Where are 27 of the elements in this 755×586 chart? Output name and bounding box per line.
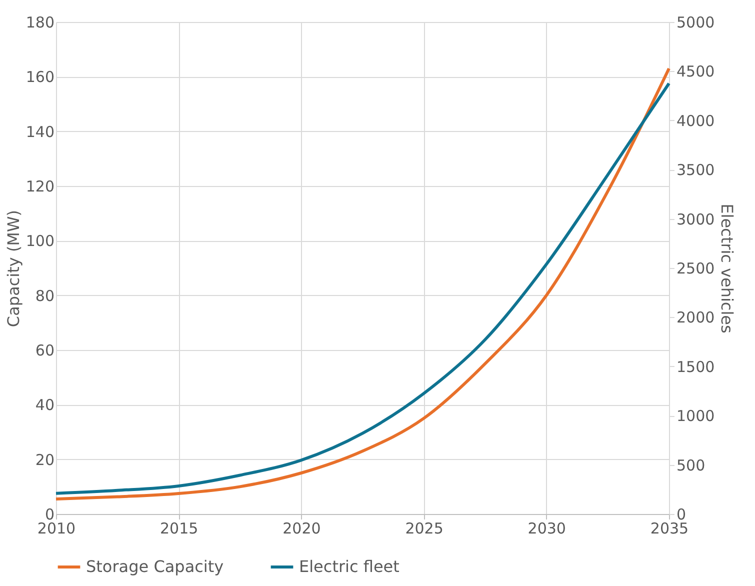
- y-tick-label: 60: [35, 342, 54, 360]
- y2-tick-label: 2500: [676, 260, 715, 278]
- x-tick-label: 2025: [405, 520, 444, 538]
- y-tick-label: 80: [35, 286, 54, 305]
- y2-tick-label: 4500: [676, 62, 715, 81]
- legend-label: Storage Capacity: [86, 557, 224, 576]
- y2-tick-label: 4000: [676, 112, 715, 130]
- y-tick-label: 40: [35, 396, 54, 414]
- y2-tick-label: 3500: [676, 161, 715, 180]
- y2-tick-label: 500: [676, 456, 706, 474]
- y-tick-label: 180: [26, 14, 54, 32]
- x-tick-label: 2030: [528, 520, 566, 538]
- y2-tick-label: 5000: [676, 14, 715, 32]
- y-tick-label: 120: [26, 178, 54, 196]
- y2-axis-title: Electric vehicles: [718, 204, 737, 334]
- y-axis-title: Capacity (MW): [4, 210, 23, 328]
- y2-tick-label: 1500: [676, 358, 715, 376]
- y-tick-label: 20: [35, 450, 54, 469]
- legend-label: Electric fleet: [299, 557, 400, 576]
- y2-tick-label: 2000: [676, 308, 715, 327]
- x-tick-label: 2020: [282, 520, 321, 538]
- y-tick-label: 160: [26, 68, 54, 86]
- y2-tick-label: 3000: [676, 210, 715, 228]
- y-tick-label: 140: [26, 122, 54, 141]
- y2-tick-label: 1000: [676, 407, 715, 426]
- x-tick-label: 2015: [160, 520, 198, 538]
- y-tick-label: 100: [26, 232, 54, 250]
